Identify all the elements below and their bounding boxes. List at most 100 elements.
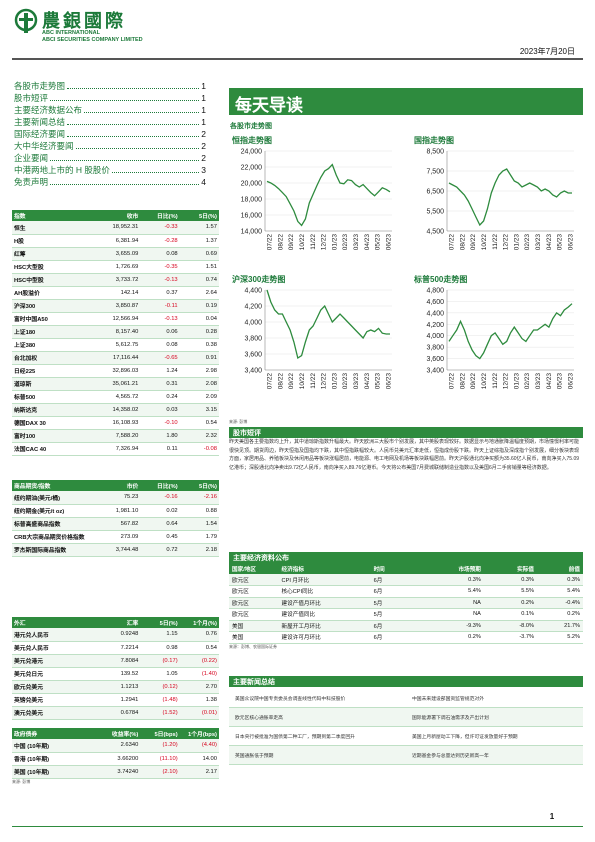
table-cell: (2.10) bbox=[140, 765, 180, 779]
news-item[interactable]: 日本央行被批准为国债第二种工厂，预期到第二季度回升 bbox=[235, 734, 355, 740]
y-tick-label: 4,200 bbox=[244, 304, 262, 311]
table-cell: 红筹 bbox=[12, 247, 91, 261]
table-cell: 0.3% bbox=[536, 574, 583, 586]
news-row: 日本央行被批准为国债第二种工厂，预期到第二季度回升 美国上月新屋动工下降，但许可证… bbox=[229, 727, 583, 746]
x-tick-label: 10/22 bbox=[299, 373, 306, 390]
news-item[interactable]: 中国未来建设部国资监管规范对外 bbox=[412, 696, 484, 702]
x-tick-label: 10/22 bbox=[481, 234, 488, 251]
chart-hscei: 国指走势图 8,500 7,500 6,500 5,500 4,500 07/22 08/22… bbox=[411, 131, 581, 276]
table-row: 欧元区 CPI 月环比 6月 0.3% 0.3% 0.3% bbox=[229, 574, 583, 586]
table-row: 港元兑人民币 0.9248 1.15 0.76 bbox=[12, 628, 219, 642]
table-cell: 0.64 bbox=[140, 517, 180, 531]
toc-item[interactable]: 企业要闻 2 bbox=[14, 152, 206, 164]
x-tick-label: 05/23 bbox=[557, 234, 564, 251]
table-cell: 1.2941 bbox=[90, 693, 141, 707]
table-cell: 2.18 bbox=[179, 543, 219, 557]
table-cell: 台北加权 bbox=[12, 351, 91, 365]
table-cell: 2.17 bbox=[179, 765, 219, 779]
toc-item[interactable]: 免责声明 4 bbox=[14, 176, 206, 188]
y-tick-label: 4,200 bbox=[426, 322, 444, 329]
brand-name-en: ABC INTERNATIONAL bbox=[42, 30, 100, 36]
toc-leader bbox=[84, 104, 200, 113]
table-cell: 欧元区 bbox=[229, 585, 279, 598]
table-cell: 0.45 bbox=[140, 530, 180, 544]
toc-item-label: 主要经济数据公布 bbox=[14, 105, 83, 115]
table-cell: 0.38 bbox=[179, 338, 219, 352]
table-cell: 0.2% bbox=[536, 608, 583, 621]
table-cell: 0.91 bbox=[179, 351, 219, 365]
table-cell: 德国DAX 30 bbox=[12, 416, 91, 430]
news-item[interactable]: 美国众议院中国专责委员会调查线性代码中科技股价 bbox=[235, 696, 346, 702]
toc-item[interactable]: 中港两地上市的 H 股股价 3 bbox=[14, 164, 206, 176]
table-cell: -8.0% bbox=[483, 620, 537, 632]
table-cell: 上证180 bbox=[12, 325, 91, 339]
x-tick-label: 08/22 bbox=[277, 373, 284, 390]
toc-leader bbox=[111, 164, 200, 173]
table-cell: 7,326.94 bbox=[90, 442, 141, 456]
table-cell: 1.24 bbox=[140, 364, 180, 378]
table-cell: 3.74240 bbox=[90, 765, 141, 779]
table-cell: 2.32 bbox=[179, 429, 219, 443]
table-cell: 18,952.31 bbox=[90, 221, 141, 235]
table-row: 美国 (10年期) 3.74240 (2.10) 2.17 bbox=[12, 765, 219, 779]
y-tick-label: 5,500 bbox=[426, 209, 444, 216]
chart-title: 沪深300走势图 bbox=[232, 274, 285, 284]
table-cell: 罗杰斯国际商品指数 bbox=[12, 543, 91, 557]
table-cell: 3.66200 bbox=[90, 752, 141, 766]
toc-leader bbox=[75, 140, 200, 149]
table-cell: 2.09 bbox=[179, 390, 219, 404]
chart-title: 标普500走势图 bbox=[413, 274, 467, 284]
table-cell: 建设许可月环比 bbox=[278, 631, 371, 644]
table-cell: -0.10 bbox=[140, 416, 180, 430]
toc-item[interactable]: 国际经济要闻 2 bbox=[14, 128, 206, 140]
table-cell: -0.13 bbox=[140, 312, 180, 326]
toc-item[interactable]: 主要新闻总结 1 bbox=[14, 116, 206, 128]
x-tick-label: 03/23 bbox=[353, 373, 360, 390]
table-cell: 新屋开工月环比 bbox=[278, 620, 371, 632]
table-row: 标普高盛商品指数 567.82 0.64 1.54 bbox=[12, 517, 219, 531]
table-cell: -0.13 bbox=[140, 273, 180, 287]
news-item[interactable]: 英国通胀低于预期 bbox=[235, 753, 274, 759]
market-comment-text: 昨天美国各主要指数均上升，其中道琼斯指数升幅最大。昨天欧洲三大股市个别发展，其中… bbox=[229, 439, 580, 472]
toc-item[interactable]: 股市短评 1 bbox=[14, 92, 206, 104]
table-cell: 1.51 bbox=[179, 260, 219, 274]
table-cell: (1.48) bbox=[140, 693, 180, 707]
page-number: 1 bbox=[549, 812, 555, 821]
table-row: 欧元区 建设产值同比 5月 NA 0.1% 0.2% bbox=[229, 608, 583, 621]
column-header: 汇率 bbox=[90, 617, 141, 628]
news-row: 美国众议院中国专责委员会调查线性代码中科技股价 中国未来建设部国资监管规范对外 bbox=[229, 689, 583, 708]
table-row: 香港 (10年期) 3.66200 (11.10) 14.00 bbox=[12, 752, 219, 766]
toc-page-number: 2 bbox=[201, 141, 206, 151]
toc-page-number: 3 bbox=[201, 165, 206, 175]
table-row: HSC大型股 1,726.69 -0.35 1.51 bbox=[12, 260, 219, 274]
news-item[interactable]: 国际能源署下调石油需求及产出计划 bbox=[412, 715, 489, 721]
y-tick-label: 3,600 bbox=[426, 356, 444, 363]
x-tick-label: 11/22 bbox=[492, 373, 499, 389]
news-item[interactable]: 欧元区核心通胀率走高 bbox=[235, 715, 283, 721]
news-item[interactable]: 近期基金参与总量达到历史新高一年 bbox=[412, 753, 489, 759]
table-row: 中国 (10年期) 2.6340 (1.20) (4.40) bbox=[12, 739, 219, 753]
x-tick-label: 11/22 bbox=[310, 234, 317, 250]
column-header: 5日(%) bbox=[179, 480, 219, 491]
table-cell: 0.2% bbox=[423, 631, 484, 644]
table-header-row: 商品期货/指数 市价 日比(%) 5日(%) bbox=[12, 480, 219, 491]
table-cell: 2.70 bbox=[179, 680, 219, 694]
table-cell: 标普500 bbox=[12, 390, 91, 404]
table-cell: 0.54 bbox=[179, 416, 219, 430]
news-item[interactable]: 美国上月新屋动工下降，但许可证发放量好于预期 bbox=[412, 734, 518, 740]
chart-background bbox=[411, 131, 581, 271]
commodity-table-block: 商品期货/指数 市价 日比(%) 5日(%) 纽约期油(美元/桶) 75.23 -0.16-… bbox=[12, 480, 219, 557]
table-cell: 道琼斯 bbox=[12, 377, 91, 391]
table-cell: 富时中国A50 bbox=[12, 312, 91, 326]
toc-item[interactable]: 大中华经济要闻 2 bbox=[14, 140, 206, 152]
table-cell: 日经225 bbox=[12, 364, 91, 378]
table-cell: CPI 月环比 bbox=[278, 574, 371, 586]
x-tick-label: 07/22 bbox=[449, 234, 456, 251]
toc-item[interactable]: 主要经济数据公布 1 bbox=[14, 104, 206, 116]
table-row: 日经225 32,896.03 1.24 2.98 bbox=[12, 364, 219, 378]
table-cell: 0.2% bbox=[483, 597, 537, 609]
toc-item[interactable]: 各股市走势图 1 bbox=[14, 80, 206, 92]
series-line bbox=[448, 303, 573, 360]
table-cell: 沪深300 bbox=[12, 299, 91, 313]
table-cell: 21.7% bbox=[536, 620, 583, 632]
